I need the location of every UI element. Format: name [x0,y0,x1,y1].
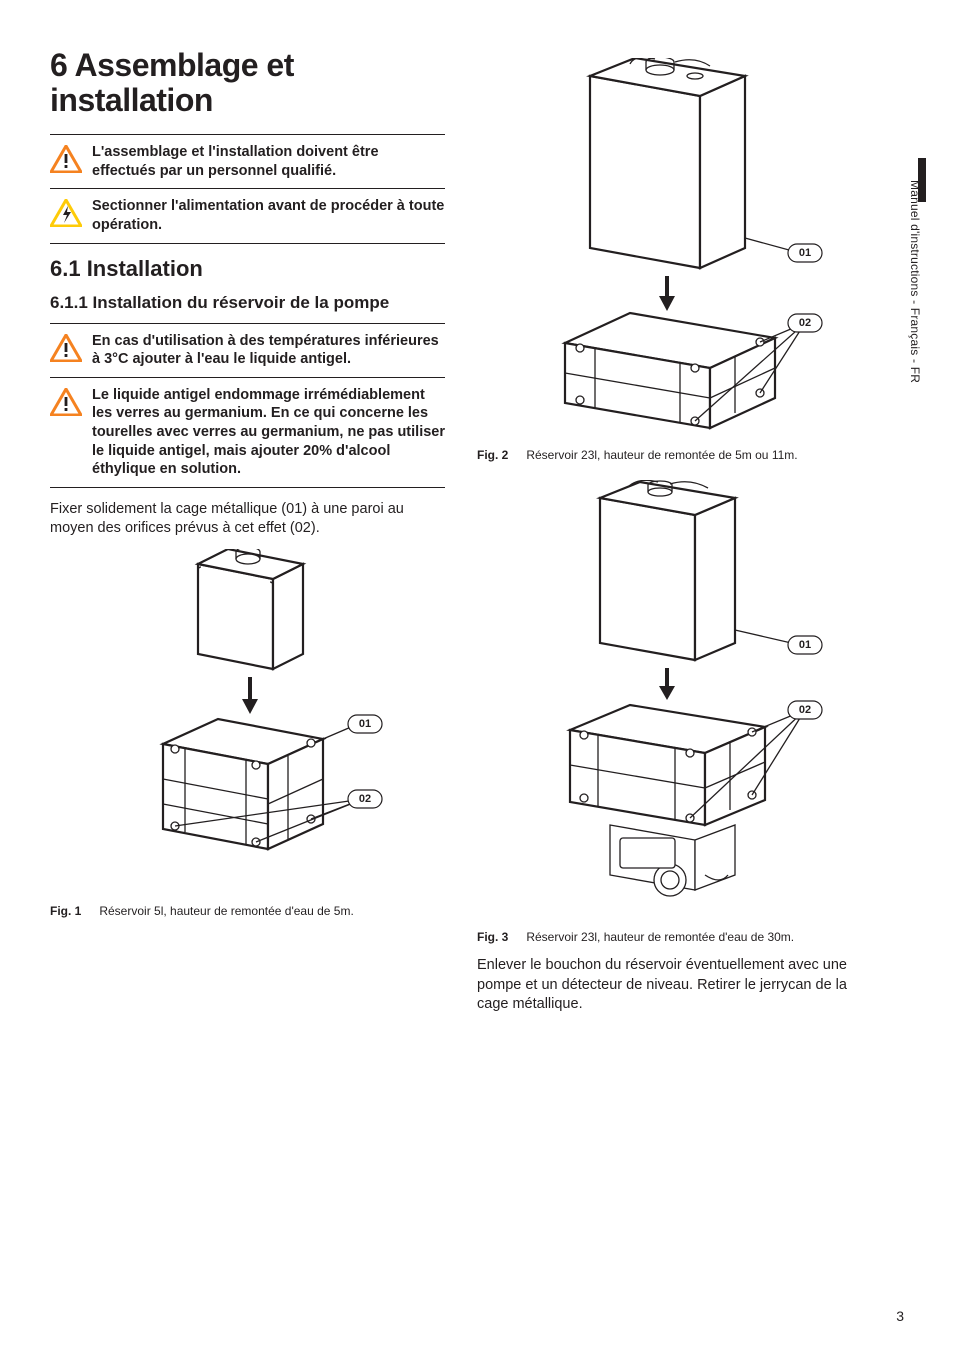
warning-icon [50,332,82,364]
warning-disconnect-power: Sectionner l'alimentation avant de procé… [50,188,445,243]
side-label: Manuel d'instructions - Français - FR [908,180,922,383]
warning-qualified-personnel: L'assemblage et l'installation doivent ê… [50,134,445,189]
figure-2: 01 02 Fig. 2 Réservoir 23l, hauteur de r… [477,58,872,462]
callout-02: 02 [798,704,810,716]
callout-01: 01 [798,247,810,259]
callout-02: 02 [798,317,810,329]
warning-text: Le liquide antigel endommage irrémédiabl… [92,386,445,479]
warning-antifreeze: En cas d'utilisation à des températures … [50,323,445,378]
figure-caption: Réservoir 23l, hauteur de remontée d'eau… [526,930,794,944]
figure-caption: Réservoir 23l, hauteur de remontée de 5m… [526,448,797,462]
warning-text: En cas d'utilisation à des températures … [92,332,445,369]
left-column: 6 Assemblage et installation L'assemblag… [50,48,445,1025]
warning-germanium: Le liquide antigel endommage irrémédiabl… [50,377,445,488]
body-text: Fixer solidement la cage métallique (01)… [50,500,445,539]
body-text: Enlever le bouchon du réservoir éventuel… [477,956,872,1015]
warning-text: L'assemblage et l'installation doivent ê… [92,143,445,180]
figure-1: 01 02 Fig. 1 Réservoir 5l, hauteur de re… [50,549,445,918]
right-column: 01 02 Fig. 2 Réservoir 23l, hauteur de r… [477,48,872,1025]
electrical-icon [50,197,82,229]
figure-caption: Réservoir 5l, hauteur de remontée d'eau … [99,904,353,918]
warning-icon [50,386,82,418]
warning-text: Sectionner l'alimentation avant de procé… [92,197,445,234]
figure-label: Fig. 3 [477,930,508,944]
heading-section: 6.1 Installation [50,256,445,282]
callout-02: 02 [358,793,370,805]
heading-chapter: 6 Assemblage et installation [50,48,445,118]
heading-subsection: 6.1.1 Installation du réservoir de la po… [50,292,445,313]
page-number: 3 [896,1308,904,1324]
figure-3: 01 02 Fig. 3 Réservoir 23l, hauteur de r… [477,480,872,944]
callout-01: 01 [358,718,370,730]
figure-label: Fig. 2 [477,448,508,462]
callout-01: 01 [798,639,810,651]
figure-label: Fig. 1 [50,904,81,918]
warning-icon [50,143,82,175]
